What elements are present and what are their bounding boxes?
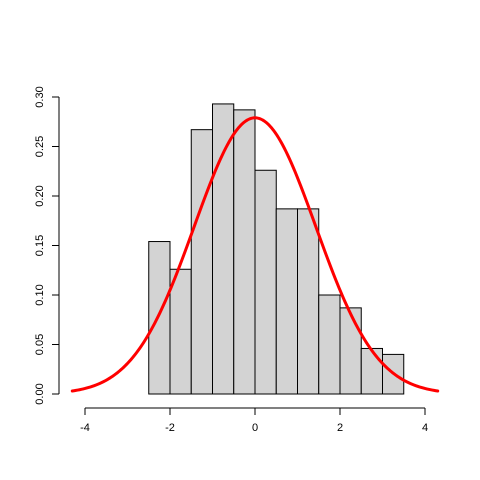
x-axis: -4 -2 0 2 4 <box>80 407 428 434</box>
x-tick-label: -2 <box>165 422 175 434</box>
histogram-bar <box>254 169 277 395</box>
histogram-bar <box>169 268 192 395</box>
histogram-bar <box>339 307 362 395</box>
histogram-bar <box>297 208 320 395</box>
x-tick-label: -4 <box>80 422 90 434</box>
y-tick-label: 0.15 <box>34 235 46 256</box>
histogram-bar <box>233 109 256 395</box>
histogram-bar <box>212 103 235 395</box>
y-tick-label: 0.05 <box>34 334 46 355</box>
y-axis: 0.00 0.05 0.10 0.15 0.20 0.25 0.30 <box>34 86 60 405</box>
x-tick-label: 0 <box>252 422 258 434</box>
y-tick-label: 0.10 <box>34 284 46 305</box>
histogram-bar <box>275 208 298 395</box>
histogram-bar <box>360 347 383 395</box>
x-tick-label: 2 <box>337 422 343 434</box>
y-tick-label: 0.25 <box>34 136 46 157</box>
histogram-bar <box>148 241 171 395</box>
histogram-bars <box>148 103 405 395</box>
normal-density-curve <box>70 116 440 393</box>
y-tick-label: 0.00 <box>34 383 46 404</box>
histogram-bar <box>190 129 213 395</box>
x-tick-label: 4 <box>422 422 428 434</box>
density-curve-layer <box>70 116 440 393</box>
histogram-bar <box>318 294 341 395</box>
y-tick-label: 0.20 <box>34 185 46 206</box>
y-tick-label: 0.30 <box>34 86 46 107</box>
